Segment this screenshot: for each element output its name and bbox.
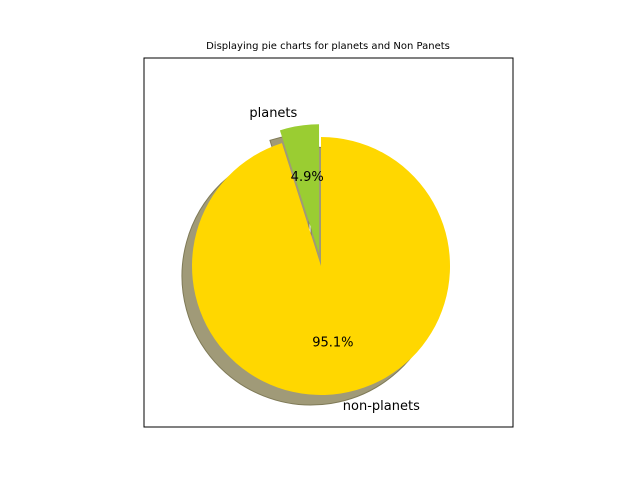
slice-pct-non-planets: 95.1% bbox=[312, 336, 353, 351]
slice-non-planets bbox=[192, 137, 451, 395]
slice-label-planets: planets bbox=[249, 106, 297, 121]
slice-planets bbox=[279, 124, 320, 254]
label-layer: planets 4.9% non-planets 95.1% bbox=[249, 106, 420, 414]
slice-layer bbox=[192, 124, 451, 395]
slice-label-non-planets: non-planets bbox=[343, 399, 420, 414]
slice-pct-planets: 4.9% bbox=[291, 170, 324, 185]
chart-title: Displaying pie charts for planets and No… bbox=[206, 41, 450, 52]
